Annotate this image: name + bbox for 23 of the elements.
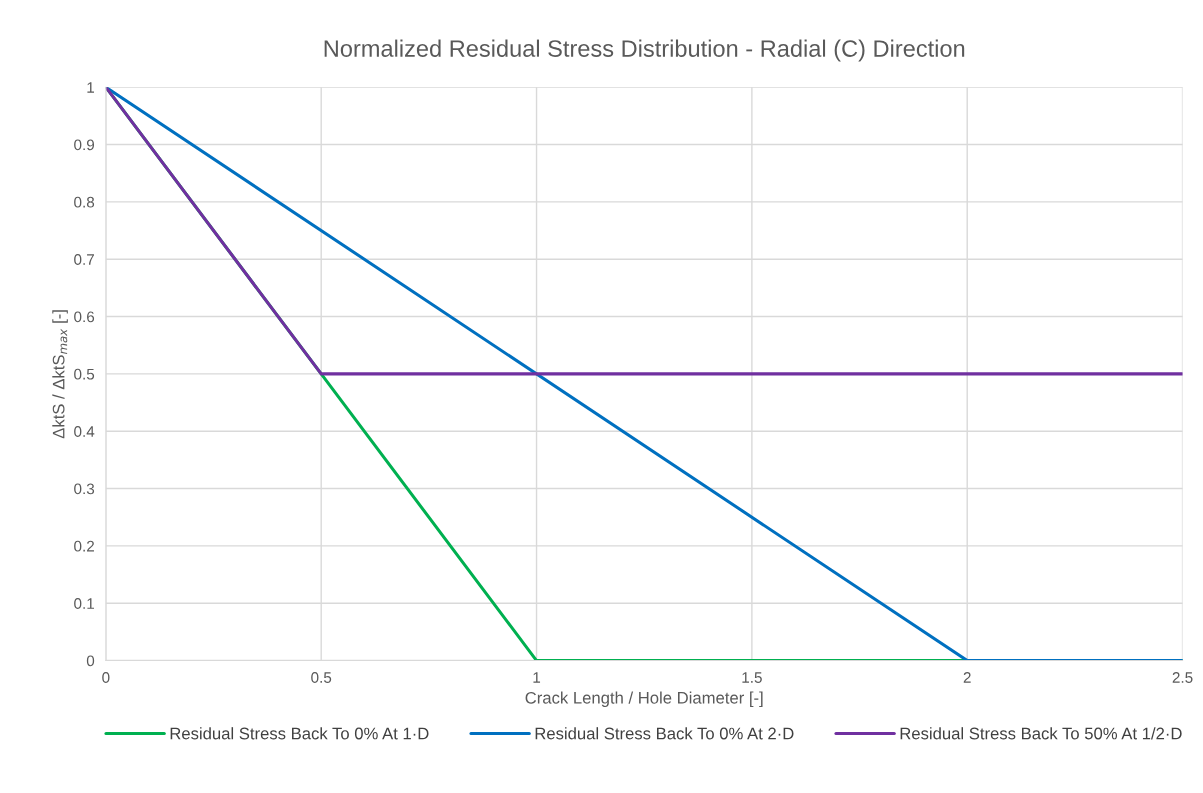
y-tick-label: 0.9 xyxy=(74,139,95,151)
x-tick-label: 2.5 xyxy=(1172,672,1193,683)
y-tick-label: 0.5 xyxy=(74,368,95,380)
x-tick-label: 2 xyxy=(963,672,971,683)
x-tick-label: 1 xyxy=(533,672,541,683)
x-tick-label: 0 xyxy=(102,672,110,683)
legend-label: Residual Stress Back To 0% At 2·D xyxy=(535,727,794,740)
y-tick-label: 0.4 xyxy=(74,426,95,437)
y-axis-title: ΔktS / ΔktS$_{max}$ [-] xyxy=(52,310,68,439)
y-tick-label: 0.6 xyxy=(74,311,95,323)
x-axis-title: Crack Length / Hole Diameter [-] xyxy=(525,691,763,708)
x-tick-label: 0.5 xyxy=(311,672,332,683)
y-tick-label: 0.7 xyxy=(74,254,94,265)
y-tick-label: 1 xyxy=(87,82,95,93)
y-tick-label: 0.8 xyxy=(74,196,95,208)
y-tick-label: 0.1 xyxy=(74,598,95,609)
x-tick-label: 1.5 xyxy=(742,672,762,683)
legend-label: Residual Stress Back To 0% At 1·D xyxy=(170,727,429,740)
y-tick-label: 0 xyxy=(86,655,95,667)
legend-label: Residual Stress Back To 50% At 1/2·D xyxy=(900,727,1182,740)
y-tick-label: 0.3 xyxy=(74,483,95,495)
y-tick-label: 0.2 xyxy=(74,540,94,552)
chart-title: Normalized Residual Stress Distribution - Radial (C) Direction xyxy=(324,39,965,62)
